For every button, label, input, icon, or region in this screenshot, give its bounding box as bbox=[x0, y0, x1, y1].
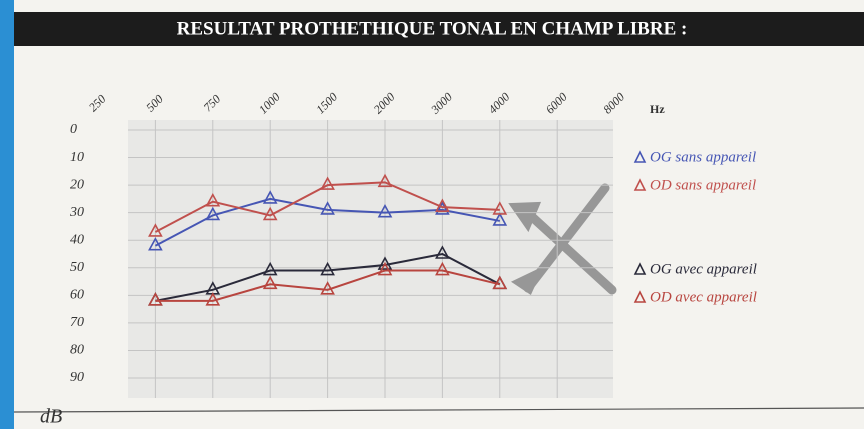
marker bbox=[205, 192, 221, 207]
arrow bbox=[525, 210, 617, 295]
marker bbox=[377, 173, 393, 188]
legend-label: OG sans appareil bbox=[650, 149, 756, 165]
marker bbox=[377, 203, 393, 218]
marker bbox=[320, 261, 335, 276]
legend-label: OD sans appareil bbox=[650, 177, 756, 193]
chart-title: RESULTAT PROTHETHIQUE TONAL EN CHAMP LIB… bbox=[177, 18, 688, 39]
marker bbox=[148, 237, 163, 251]
marker bbox=[492, 275, 508, 290]
y-tick-label: 20 bbox=[70, 177, 84, 192]
marker bbox=[148, 292, 163, 306]
arrowhead bbox=[510, 265, 545, 295]
marker bbox=[320, 201, 335, 215]
y-axis-label: dB bbox=[40, 406, 62, 428]
marker bbox=[262, 261, 278, 276]
marker bbox=[435, 261, 450, 276]
marker bbox=[262, 190, 278, 204]
marker bbox=[262, 275, 278, 290]
marker bbox=[377, 256, 393, 270]
legend-marker bbox=[633, 150, 647, 163]
y-tick-label: 60 bbox=[70, 288, 84, 303]
y-tick-label: 70 bbox=[70, 315, 84, 330]
marker bbox=[377, 261, 393, 276]
series bbox=[148, 190, 508, 251]
marker bbox=[492, 201, 508, 215]
title-bar bbox=[14, 12, 864, 46]
baseline bbox=[13, 407, 864, 413]
series bbox=[148, 173, 508, 237]
marker bbox=[320, 281, 335, 295]
arrowhead bbox=[508, 201, 542, 233]
marker bbox=[320, 176, 335, 190]
y-tick-label: 50 bbox=[70, 260, 84, 275]
marker bbox=[205, 206, 221, 221]
legend-label: OG avec appareil bbox=[650, 261, 757, 277]
y-tick-label: 90 bbox=[70, 370, 84, 385]
marker bbox=[148, 223, 163, 237]
y-tick-label: 10 bbox=[70, 150, 84, 165]
legend-label: OD avec appareil bbox=[650, 289, 757, 305]
y-tick-label: 0 bbox=[70, 122, 77, 137]
marker bbox=[435, 245, 450, 259]
arrows bbox=[508, 183, 617, 295]
legend-marker bbox=[633, 262, 647, 275]
series bbox=[148, 261, 508, 306]
y-tick-label: 40 bbox=[70, 232, 84, 247]
marker bbox=[435, 201, 450, 215]
series-line bbox=[155, 252, 501, 302]
legend-marker bbox=[633, 178, 647, 191]
series-line bbox=[154, 197, 500, 247]
x-axis-label: Hz bbox=[650, 102, 665, 116]
legend-marker bbox=[633, 290, 647, 303]
series-line bbox=[155, 269, 501, 302]
plot-area bbox=[128, 120, 613, 398]
y-tick-label: 80 bbox=[70, 343, 84, 358]
marker bbox=[492, 212, 508, 226]
marker bbox=[435, 198, 450, 212]
series-line bbox=[154, 181, 500, 233]
marker bbox=[205, 292, 221, 306]
marker bbox=[262, 206, 278, 221]
y-tick-label: 30 bbox=[69, 205, 84, 220]
